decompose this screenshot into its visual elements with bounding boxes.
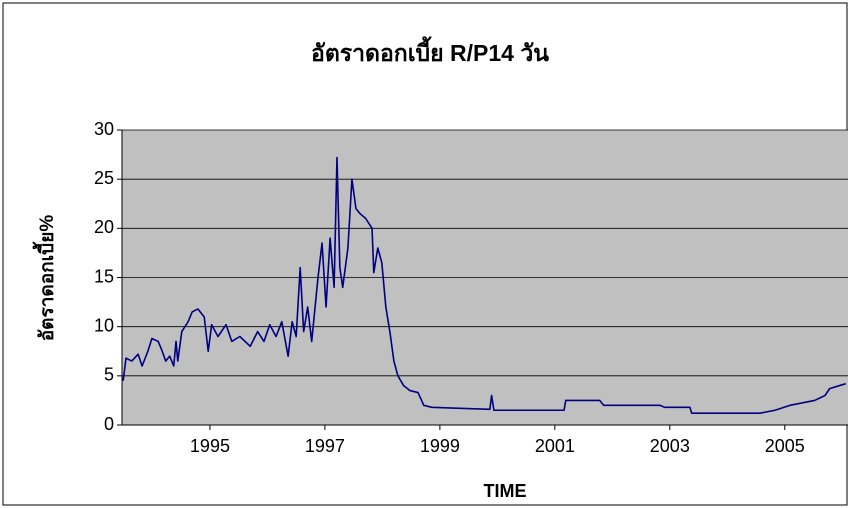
- x-tick-label: 1995: [190, 436, 230, 456]
- y-tick-label: 20: [94, 217, 114, 237]
- y-tick-label: 5: [104, 365, 114, 385]
- x-tick-label: 1997: [305, 436, 345, 456]
- data-line: [122, 156, 846, 414]
- y-tick-label: 10: [94, 315, 114, 335]
- y-tick-label: 25: [94, 168, 114, 188]
- y-tick-label: 30: [94, 119, 114, 139]
- chart-title: อัตราดอกเบี้ย R/P14 วัน: [311, 36, 549, 66]
- y-tick-label: 0: [104, 414, 114, 434]
- x-axis-label: TIME: [484, 481, 527, 501]
- x-tick-label: 1999: [420, 436, 460, 456]
- y-tick-label: 15: [94, 266, 114, 286]
- x-tick-label: 2005: [765, 436, 805, 456]
- y-axis-label: อัตราดอกเบี้ย%: [32, 215, 58, 342]
- x-tick-label: 2003: [650, 436, 690, 456]
- x-tick-label: 2001: [535, 436, 575, 456]
